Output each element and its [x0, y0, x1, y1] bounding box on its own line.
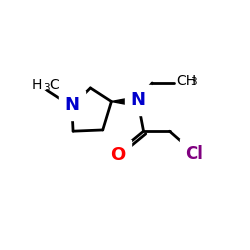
Text: H: H: [32, 78, 42, 92]
Text: CH: CH: [176, 74, 196, 88]
Text: 3: 3: [190, 78, 197, 88]
Text: 3: 3: [43, 83, 50, 93]
Text: Cl: Cl: [185, 145, 203, 163]
Text: N: N: [64, 96, 79, 114]
Polygon shape: [112, 96, 137, 106]
Text: O: O: [110, 146, 125, 164]
Text: C: C: [50, 78, 59, 92]
Text: N: N: [130, 91, 145, 109]
